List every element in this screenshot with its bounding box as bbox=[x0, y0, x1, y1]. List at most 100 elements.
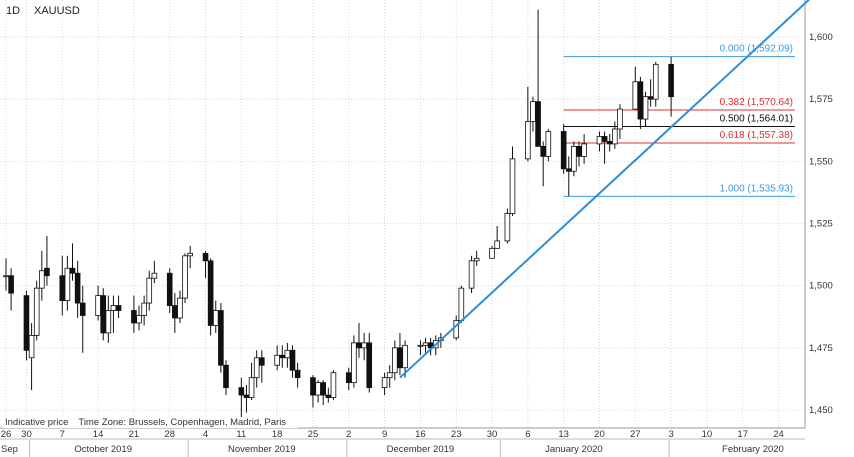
x-day-label: 21 bbox=[129, 429, 140, 440]
candle-body bbox=[69, 267, 76, 274]
candle-body bbox=[637, 81, 644, 120]
candle-body bbox=[284, 349, 291, 359]
x-day-label: 10 bbox=[702, 429, 713, 440]
candle-body bbox=[606, 141, 613, 145]
candle-body bbox=[315, 382, 321, 396]
candle-body bbox=[218, 310, 224, 366]
candle-body bbox=[356, 342, 362, 349]
candle-body bbox=[253, 357, 260, 379]
candle-body bbox=[182, 255, 188, 299]
x-month-label: December 2019 bbox=[387, 444, 455, 455]
candle-body bbox=[642, 96, 649, 120]
x-day-label: 14 bbox=[93, 429, 104, 440]
candle-body bbox=[386, 372, 393, 379]
candle-body bbox=[146, 277, 153, 304]
candle-body bbox=[612, 128, 618, 145]
candle-body bbox=[166, 272, 173, 306]
x-day-label: 23 bbox=[451, 429, 462, 440]
candle-body bbox=[504, 213, 511, 242]
x-day-label: 24 bbox=[773, 429, 784, 440]
candle-body bbox=[74, 272, 81, 304]
x-day-label: 11 bbox=[236, 429, 246, 440]
candle-body bbox=[238, 387, 245, 396]
x-month-label: February 2020 bbox=[722, 444, 784, 455]
x-day-label: 17 bbox=[737, 429, 748, 440]
x-day-label: 9 bbox=[382, 429, 387, 440]
x-day-label: 3 bbox=[668, 429, 673, 440]
x-month-label: November 2019 bbox=[228, 444, 296, 455]
footer-note: Indicative price Time Zone: Brussels, Cop… bbox=[3, 417, 299, 428]
y-tick-label: 1,525 bbox=[809, 219, 833, 230]
candle-body bbox=[402, 344, 408, 369]
candle-body bbox=[540, 146, 546, 157]
candle-body bbox=[668, 63, 674, 98]
candle-body bbox=[39, 270, 45, 289]
timezone-label: Time Zone: Brussels, Copenhagen, Madrid,… bbox=[78, 417, 287, 428]
indicative-price-label: Indicative price bbox=[5, 417, 69, 428]
candle-body bbox=[187, 252, 193, 257]
candle-body bbox=[422, 342, 429, 346]
y-tick-label: 1,475 bbox=[809, 343, 833, 354]
interval-label[interactable]: 1D bbox=[6, 5, 21, 17]
candle-body bbox=[23, 295, 30, 351]
candle-body bbox=[33, 287, 40, 336]
candle-body bbox=[366, 342, 373, 389]
candle-body bbox=[361, 342, 367, 349]
candle-body bbox=[345, 372, 352, 384]
candle-body bbox=[571, 146, 577, 172]
candle-body bbox=[392, 347, 398, 374]
x-day-label: 20 bbox=[594, 429, 605, 440]
candle-body bbox=[64, 267, 71, 301]
candle-body bbox=[494, 240, 500, 249]
x-day-label: 25 bbox=[308, 429, 319, 440]
x-day-label: 26 bbox=[1, 429, 12, 440]
candle-body bbox=[223, 364, 229, 389]
candle-body bbox=[172, 305, 178, 319]
y-tick-label: 1,500 bbox=[809, 281, 833, 292]
candle-body bbox=[28, 334, 35, 359]
candle-body bbox=[381, 377, 388, 389]
candle-body bbox=[212, 310, 219, 326]
x-day-label: 13 bbox=[558, 429, 569, 440]
candle-body bbox=[294, 369, 301, 379]
fib-level-label: 0.382 (1,570.64) bbox=[720, 97, 793, 108]
x-day-label: 30 bbox=[487, 429, 498, 440]
candle-body bbox=[95, 295, 101, 316]
candle-body bbox=[330, 372, 337, 398]
candle-body bbox=[351, 342, 357, 384]
candle-body bbox=[105, 310, 112, 334]
candle-body bbox=[3, 275, 9, 278]
candle-body bbox=[647, 96, 654, 100]
candle-body bbox=[565, 168, 572, 172]
candle-body bbox=[177, 297, 183, 319]
candle-body bbox=[110, 305, 117, 311]
candle-body bbox=[576, 146, 582, 157]
y-tick-label: 1,575 bbox=[809, 94, 833, 105]
y-tick-label: 1,450 bbox=[809, 405, 833, 416]
candle-body bbox=[248, 377, 255, 398]
candle-body bbox=[136, 315, 142, 324]
x-day-label: 18 bbox=[272, 429, 283, 440]
candle-body bbox=[320, 382, 326, 396]
candle-body bbox=[530, 101, 536, 122]
candle-body bbox=[652, 63, 659, 100]
symbol-label[interactable]: XAUUSD bbox=[34, 5, 80, 17]
candle-body bbox=[310, 377, 316, 396]
candle-body bbox=[560, 131, 567, 170]
candle-body bbox=[468, 260, 475, 289]
x-day-label: 30 bbox=[21, 429, 32, 440]
x-day-label: 2 bbox=[346, 429, 351, 440]
x-month-label: January 2020 bbox=[545, 444, 603, 455]
candle-body bbox=[259, 357, 265, 366]
candle-body bbox=[279, 354, 286, 359]
candle-body bbox=[115, 305, 122, 311]
candle-body bbox=[581, 143, 587, 157]
candle-body bbox=[535, 101, 541, 147]
x-month-label: Sep bbox=[1, 444, 18, 455]
candle-body bbox=[243, 394, 250, 398]
candle-body bbox=[596, 136, 603, 145]
candle-body bbox=[617, 108, 623, 130]
x-day-label: 28 bbox=[164, 429, 175, 440]
